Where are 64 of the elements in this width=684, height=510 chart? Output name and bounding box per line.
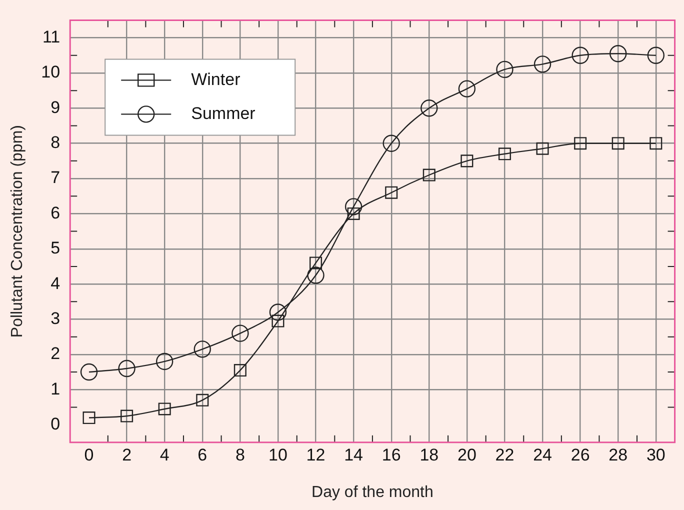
y-tick-label: 4 [50, 274, 60, 293]
point [344, 198, 362, 216]
point [650, 137, 662, 150]
point [80, 363, 98, 381]
x-tick-label: 2 [122, 445, 132, 464]
point [196, 394, 209, 406]
x-axis-title: Day of the month [312, 484, 434, 501]
point [496, 60, 514, 78]
point [272, 314, 284, 328]
x-tick-label: 14 [344, 445, 364, 464]
point [118, 360, 136, 378]
x-tick-label: 4 [160, 445, 170, 464]
point [647, 46, 665, 64]
y-tick-label: 8 [50, 133, 60, 152]
y-tick-label: 10 [41, 62, 60, 82]
point [612, 137, 624, 150]
y-axis-title: Pollutant Concentration (ppm) [9, 125, 26, 338]
legend-label: Winter [191, 70, 241, 89]
y-tick-label: 6 [50, 203, 60, 222]
x-tick-label: 10 [268, 445, 288, 464]
point [382, 134, 400, 152]
point [310, 256, 322, 270]
point [269, 304, 287, 321]
x-tick-label: 20 [457, 445, 476, 464]
x-tick-label: 24 [533, 445, 552, 464]
x-tick-label: 22 [495, 445, 514, 464]
y-tick-label: 0 [50, 414, 60, 434]
point [307, 266, 324, 284]
point [498, 148, 511, 160]
point [82, 412, 96, 424]
x-tick-label: 30 [646, 445, 666, 464]
x-tick-label: 28 [608, 445, 628, 464]
x-tick-label: 16 [382, 445, 401, 464]
y-tick-label: 2 [50, 344, 60, 364]
y-tick-label: 1 [50, 379, 60, 398]
x-tick-label: 8 [235, 445, 245, 464]
y-tick-label: 11 [42, 27, 60, 46]
point [232, 324, 249, 342]
y-tick-label: 7 [50, 168, 60, 188]
x-tick-label: 6 [198, 445, 208, 464]
point [385, 186, 398, 199]
point [158, 402, 171, 416]
point [534, 56, 552, 73]
legend-label: Summer [191, 104, 256, 123]
x-tick-label: 18 [420, 445, 439, 464]
point [610, 45, 627, 62]
x-tick-label: 0 [84, 445, 94, 464]
point [458, 80, 476, 98]
point [572, 46, 589, 64]
point [422, 168, 436, 182]
point [536, 142, 549, 155]
point [194, 340, 211, 358]
point [234, 364, 246, 377]
y-tick-label: 3 [50, 308, 60, 328]
point [347, 207, 360, 220]
point [120, 410, 134, 422]
point [420, 100, 438, 117]
y-tick-label: 5 [50, 238, 60, 258]
x-tick-label: 12 [306, 445, 326, 464]
point [156, 352, 174, 370]
point [574, 137, 587, 150]
x-tick-label: 26 [570, 445, 590, 464]
point [460, 154, 474, 168]
y-tick-label: 9 [50, 98, 60, 117]
